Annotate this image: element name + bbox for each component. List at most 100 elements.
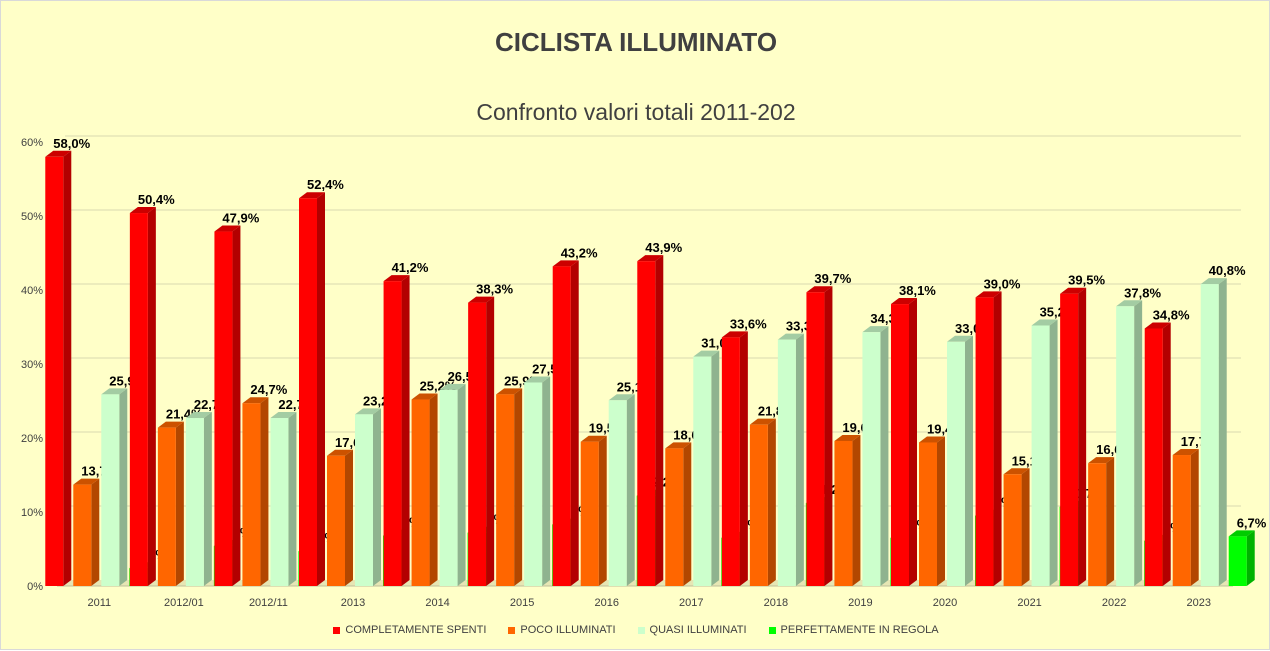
data-label: 34,8%	[1153, 307, 1190, 322]
bar-side	[1078, 287, 1087, 586]
bar-side	[1190, 449, 1199, 586]
bar	[355, 414, 373, 586]
bar-side	[486, 296, 495, 586]
legend-item: QUASI ILLUMINATI	[637, 624, 747, 636]
x-tick-label: 2016	[594, 597, 618, 609]
bar-top	[439, 383, 466, 390]
bar	[919, 442, 937, 586]
bar	[749, 424, 768, 586]
bar	[1031, 325, 1050, 586]
data-label: 37,8%	[1124, 285, 1161, 300]
legend-label: QUASI ILLUMINATI	[649, 624, 747, 636]
bar-top	[693, 350, 720, 357]
data-label: 39,0%	[984, 276, 1021, 291]
bar-side	[514, 388, 523, 586]
bar	[862, 332, 881, 586]
y-tick-label: 60%	[21, 137, 43, 149]
bar	[580, 441, 599, 586]
bar-side	[852, 434, 861, 586]
legend-swatch	[333, 626, 341, 634]
bar	[1144, 328, 1163, 586]
bar	[665, 448, 684, 586]
bar-top	[73, 478, 100, 485]
x-tick-label: 2012/11	[249, 597, 288, 609]
bar	[468, 302, 487, 586]
bar-top	[270, 412, 297, 419]
bar-side	[401, 275, 410, 586]
bar-side	[683, 442, 692, 586]
bar-side	[288, 412, 297, 586]
bar-side	[232, 225, 241, 587]
bar-top	[947, 335, 973, 342]
bar	[608, 400, 627, 586]
bar-side	[203, 412, 212, 586]
data-label: 58,0%	[53, 136, 90, 151]
bar-top	[975, 291, 1002, 298]
y-tick-label: 50%	[21, 211, 43, 223]
bar-top	[1031, 319, 1058, 326]
bar-top	[919, 436, 945, 443]
bar	[552, 266, 571, 586]
bar	[101, 394, 120, 586]
bar-side	[345, 449, 353, 586]
bar-top	[1172, 449, 1199, 456]
bar-side	[626, 394, 635, 586]
bar-top	[834, 434, 861, 441]
bar-side	[429, 393, 438, 586]
y-tick-label: 40%	[21, 285, 43, 297]
bar-top	[891, 298, 917, 305]
y-tick-label: 20%	[21, 433, 43, 445]
bar	[1228, 536, 1247, 586]
legend-swatch	[637, 626, 645, 634]
data-label: 24,7%	[250, 382, 287, 397]
bar	[327, 455, 345, 586]
bar-side	[91, 478, 100, 586]
bar	[1060, 293, 1079, 586]
bar	[214, 231, 233, 587]
x-tick-label: 2012/01	[164, 597, 204, 609]
legend-label: COMPLETAMENTE SPENTI	[345, 624, 487, 636]
bar	[496, 394, 515, 586]
data-label: 43,9%	[645, 240, 682, 255]
data-label: 38,3%	[476, 282, 513, 297]
bar-side	[655, 255, 664, 586]
x-tick-label: 2013	[341, 597, 365, 609]
legend-item: PERFETTAMENTE IN REGOLA	[768, 624, 939, 636]
bar-side	[175, 421, 184, 586]
data-label: 40,8%	[1209, 263, 1246, 278]
bar-side	[767, 418, 776, 586]
bar-side	[795, 333, 804, 586]
bar	[806, 292, 825, 586]
bar-top	[355, 408, 381, 415]
bar-side	[1162, 322, 1171, 586]
data-label: 33,6%	[730, 316, 767, 331]
x-tick-label: 2021	[1017, 597, 1041, 609]
bar-top	[1060, 287, 1087, 294]
bar-side	[993, 291, 1002, 586]
bar	[383, 281, 402, 586]
legend-swatch	[508, 626, 516, 634]
bar-top	[101, 388, 128, 395]
bar-side	[739, 331, 748, 586]
bar	[1116, 306, 1135, 586]
chart-subtitle: Confronto valori totali 2011-202	[476, 99, 796, 125]
bar	[299, 198, 317, 587]
bar-side	[317, 192, 325, 587]
bar	[157, 427, 176, 586]
bar	[1088, 463, 1107, 586]
chart-title: CICLISTA ILLUMINATO	[494, 27, 778, 57]
bar	[185, 418, 204, 586]
bar-side	[63, 150, 72, 587]
bar-top	[862, 326, 889, 333]
bar-top	[1228, 530, 1255, 537]
bar-top	[242, 397, 269, 404]
legend-label: POCO ILLUMINATI	[520, 624, 616, 636]
bar-top	[665, 442, 692, 449]
bar-side	[542, 376, 551, 586]
bar-side	[1106, 457, 1115, 586]
bar-top	[468, 296, 495, 303]
x-tick-label: 2018	[764, 597, 788, 609]
bar	[947, 341, 965, 586]
data-label: 39,7%	[814, 271, 851, 286]
